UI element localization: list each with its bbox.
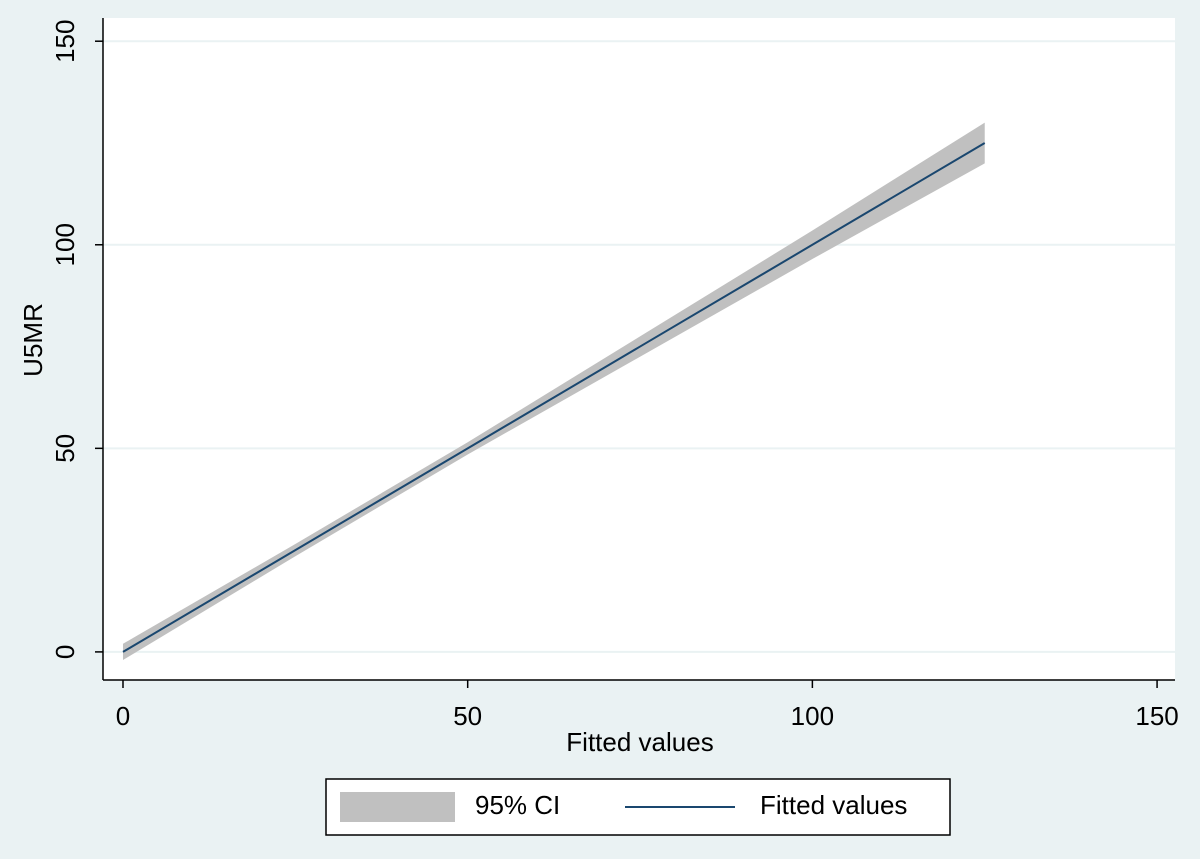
x-axis-title: Fitted values	[566, 727, 713, 757]
x-tick-label: 150	[1135, 701, 1178, 731]
fitted-line	[122, 142, 986, 653]
x-tick-label: 100	[791, 701, 834, 731]
x-tick-label: 50	[453, 701, 482, 731]
y-tick-label: 150	[50, 20, 80, 63]
x-tick-label: 0	[116, 701, 130, 731]
legend-label: 95% CI	[475, 790, 560, 820]
y-axis-title: U5MR	[18, 303, 48, 377]
legend-swatch	[340, 792, 455, 822]
y-tick-label: 50	[50, 434, 80, 463]
y-tick-label: 0	[50, 645, 80, 659]
legend-label: Fitted values	[760, 790, 907, 820]
y-tick-label: 100	[50, 223, 80, 266]
